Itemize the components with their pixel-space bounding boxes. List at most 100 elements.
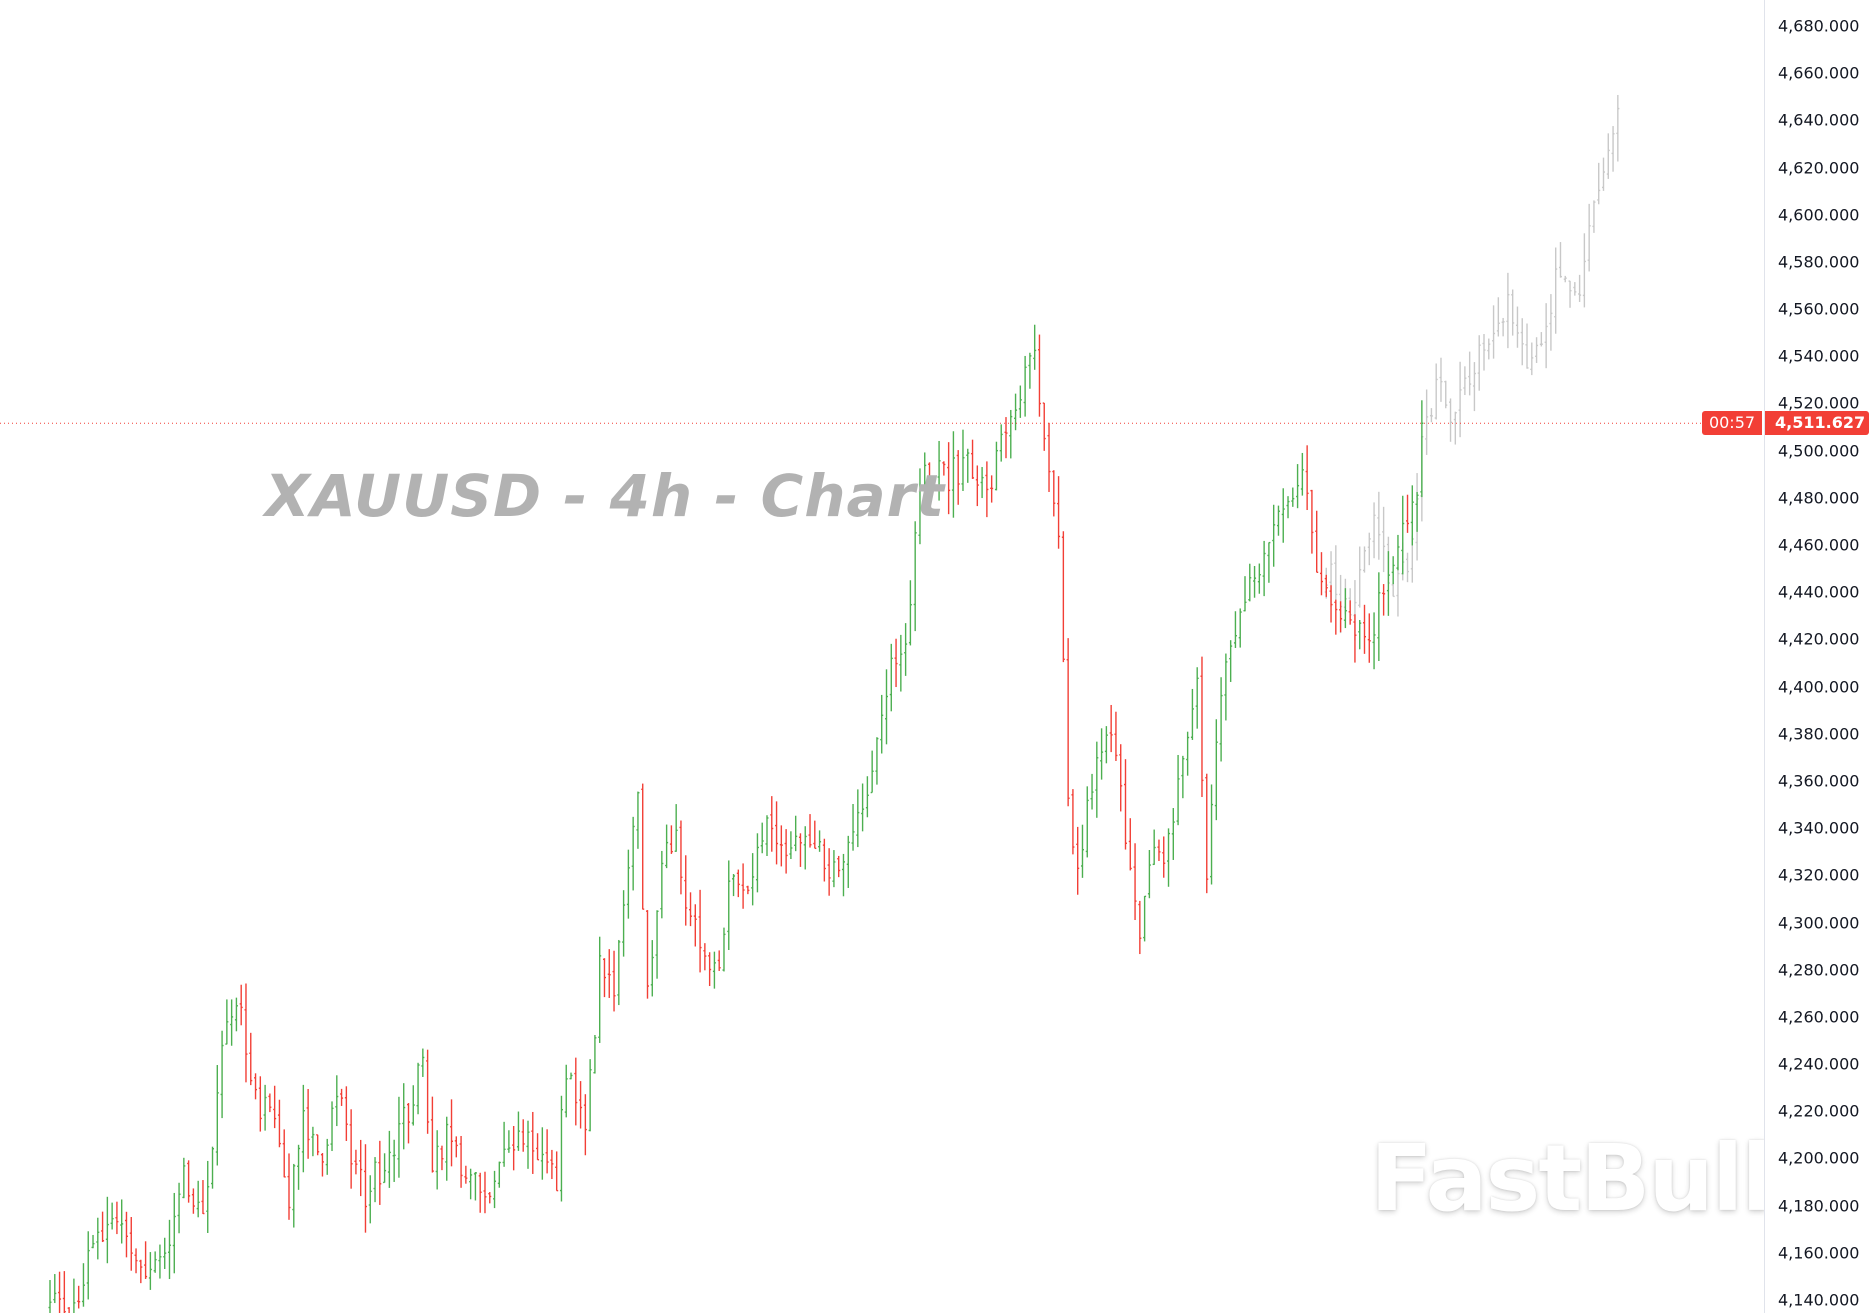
ohlc-bar [655,910,659,979]
ohlc-bar [1386,551,1390,616]
ohlc-bar [1401,495,1405,575]
projection-bar [1425,389,1429,455]
ohlc-bar [923,452,927,491]
ohlc-bar [1377,572,1381,662]
ohlc-bar [77,1285,81,1309]
projection-bar [1573,282,1577,296]
ohlc-bar [1348,600,1352,625]
ohlc-bar [58,1271,62,1313]
projection-bar [1429,408,1433,423]
projection-bar [1535,337,1539,363]
ohlc-bar [421,1048,425,1077]
ohlc-bar [344,1086,348,1141]
y-tick-label: 4,360.000 [1778,771,1860,791]
ohlc-bar [736,869,740,898]
ohlc-bar [1382,584,1386,616]
ohlc-bar [1248,563,1252,602]
ohlc-bar [1296,464,1300,509]
ohlc-bar [1133,843,1137,921]
ohlc-bar [1353,614,1357,663]
ohlc-bar [254,1073,258,1100]
ohlc-bar [215,1065,219,1166]
ohlc-bar [1406,494,1410,533]
ohlc-bar [669,825,673,854]
ohlc-bar [818,830,822,852]
y-tick-label: 4,200.000 [1778,1148,1860,1168]
ohlc-bar [335,1075,339,1127]
ohlc-bar [1071,789,1075,855]
ohlc-bar [794,815,798,852]
ohlc-bar [1339,601,1343,633]
ohlc-bar [201,1180,205,1215]
ohlc-bar [1310,489,1314,554]
ohlc-bar [1363,604,1366,654]
ohlc-bar [904,623,908,676]
ohlc-bar [1028,352,1032,389]
ohlc-bar [1090,773,1094,810]
ohlc-bar [273,1085,277,1129]
ohlc-bar [325,1138,329,1175]
ohlc-bar [177,1182,181,1234]
ohlc-bar [478,1172,482,1213]
ohlc-bar [311,1126,315,1157]
ohlc-bar [320,1153,324,1177]
y-tick-label: 4,180.000 [1778,1196,1860,1216]
ohlc-bar [1128,818,1132,871]
ohlc-bar [1214,719,1218,821]
ohlc-bar [1095,741,1099,818]
ohlc-bar [363,1144,367,1233]
ohlc-bar [1305,445,1309,511]
ohlc-bar [1009,409,1013,459]
ohlc-bar [1018,385,1022,418]
ohlc-bar [359,1139,363,1197]
ohlc-bar [942,461,946,476]
ohlc-bar [837,855,841,878]
ohlc-bar [579,1081,583,1129]
ohlc-bar [1114,711,1118,761]
ohlc-bar [187,1160,191,1203]
ohlc-bar [526,1120,530,1169]
ohlc-bar [1229,640,1233,682]
ohlc-bar [105,1196,109,1264]
ohlc-bar [230,999,234,1046]
ohlc-bar [865,776,869,818]
ohlc-bar [1042,402,1046,451]
ohlc-bar [1210,784,1214,885]
last-price-badge: 4,511.627 [1765,411,1869,436]
ohlc-bar [263,1084,267,1131]
ohlc-bar [712,951,716,989]
bar-countdown: 00:57 [1702,411,1762,436]
ohlc-bar [101,1211,105,1243]
ohlc-bar [354,1149,358,1175]
ohlc-bar [249,1032,253,1086]
ohlc-bar [258,1076,262,1132]
ohlc-bar [569,1072,573,1080]
price-chart-plot[interactable] [0,0,1764,1313]
ohlc-bar [392,1139,396,1182]
projection-bar [1520,318,1524,366]
projection-bar [1391,582,1395,598]
ohlc-bar [1238,608,1242,648]
ohlc-bar [784,829,788,874]
ohlc-bar [1119,744,1123,812]
ohlc-bar [717,950,721,971]
ohlc-bar [1162,836,1166,878]
ohlc-bar [760,822,764,854]
ohlc-bar [1004,417,1008,459]
ohlc-bar [1324,574,1328,597]
ohlc-bar [378,1140,382,1205]
ohlc-bar [196,1180,200,1218]
ohlc-bar [1195,667,1199,729]
ohlc-bar [459,1135,463,1188]
ohlc-bar [1286,496,1290,519]
projection-bar [1377,491,1381,560]
price-axis[interactable]: 4,140.000 4,160.000 4,180.000 4,200.000 4,22… [1764,0,1872,1313]
ohlc-bar [1124,759,1127,850]
ohlc-bar [937,440,941,501]
projection-bar [1382,506,1386,573]
ohlc-bar [373,1157,377,1203]
y-tick-label: 4,300.000 [1778,913,1860,933]
ohlc-bar [593,1034,597,1074]
projection-bar [1578,274,1582,302]
ohlc-bar [956,450,960,505]
